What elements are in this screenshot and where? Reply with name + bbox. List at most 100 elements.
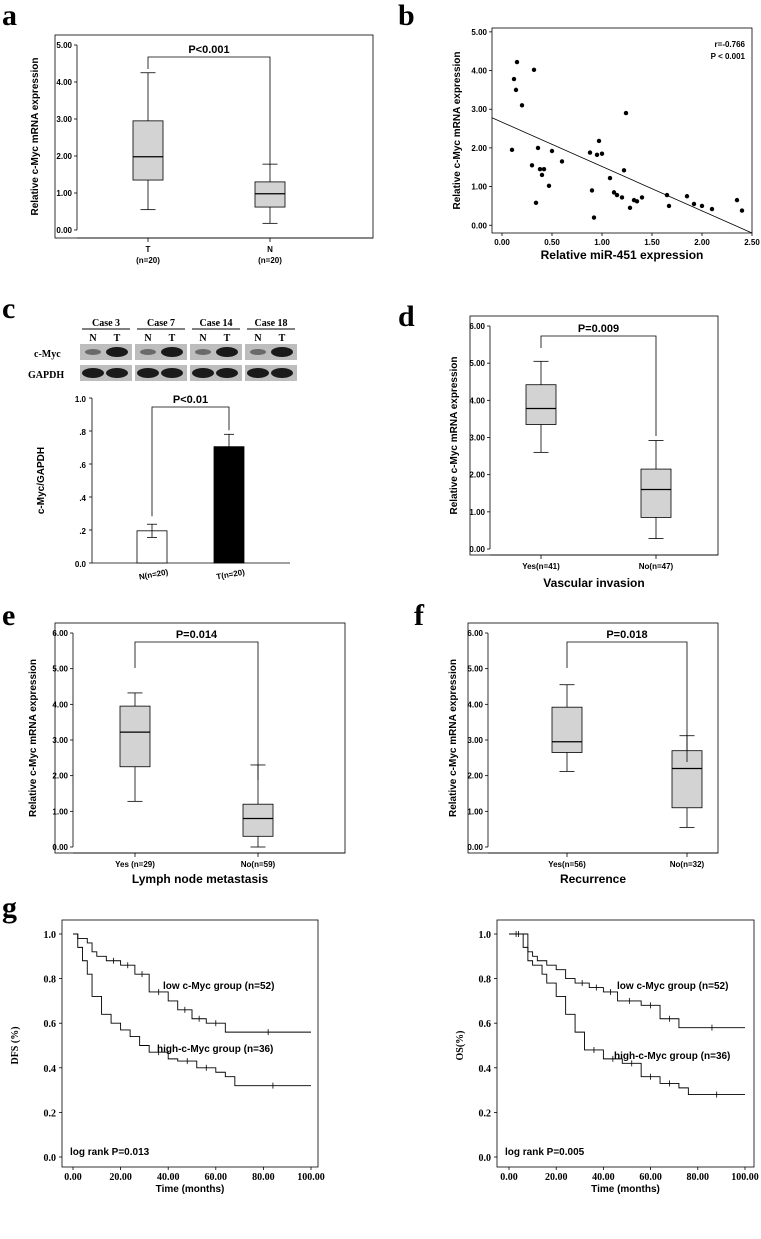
p-value-annotation: P=0.009 (578, 323, 619, 335)
scatter-point (639, 195, 645, 200)
significance-bracket (151, 406, 230, 517)
x-axis-label: Time (months) (156, 1184, 225, 1195)
scatter-point (587, 150, 593, 155)
scatter-point (623, 110, 629, 116)
y-tick-label: 0.4 (44, 1064, 57, 1075)
correlation-p: P < 0.001 (711, 52, 746, 61)
plot-frame (54, 622, 346, 854)
bar (213, 446, 245, 564)
panel-label-d: d (398, 300, 415, 333)
series-label: low c-Myc group (n=52) (163, 981, 274, 992)
y-tick-label: 0.6 (479, 1019, 492, 1030)
correlation-r: r=-0.766 (715, 40, 746, 49)
blot-band-gapdh-n (192, 368, 214, 378)
significance-bracket (134, 641, 259, 780)
y-tick-label: 0.8 (44, 975, 57, 986)
box-iqr (242, 803, 274, 837)
scatter-point (539, 172, 545, 178)
scatter-point (531, 67, 537, 72)
panel-label-b: b (398, 0, 415, 32)
y-axis-label: Relative c-Myc mRNA expression (28, 659, 39, 817)
y-tick-label: 2.00 (467, 772, 483, 781)
scatter-point (509, 147, 515, 153)
x-tick-label: 1.50 (644, 238, 660, 247)
y-tick-label: 0.4 (479, 1064, 492, 1075)
x-tick-label: Yes(n=41) (522, 562, 560, 571)
blot-band-cmyc-t (161, 347, 183, 357)
panel-label-g: g (2, 891, 17, 924)
y-tick-label: 2.00 (471, 144, 487, 153)
y-tick-label: 6.00 (52, 629, 68, 638)
chart-g-dfs-km: 0.0 0.2 0.4 0.6 0.8 1.0 0.00 20.00 40.00 60.00 80.… (10, 919, 325, 1195)
x-tick-label: T (146, 245, 151, 254)
y-tick-label: 0.2 (44, 1108, 57, 1119)
chart-e-boxplot: 0.00 1.00 2.00 3.00 4.00 5.00 6.00 Relative c-M… (28, 622, 346, 886)
x-axis-label: Vascular invasion (543, 576, 644, 590)
plot-frame (469, 315, 719, 556)
x-tick-label: 60.00 (639, 1172, 662, 1183)
y-tick-label: .2 (79, 527, 86, 536)
series-label: high-c-Myc group (n=36) (157, 1044, 273, 1055)
y-tick-label: 0.00 (56, 226, 72, 235)
box-iqr (254, 181, 286, 208)
y-tick-label: 1.00 (469, 508, 485, 517)
x-tick-label: 20.00 (545, 1172, 568, 1183)
blot-lane-label: N (89, 333, 97, 344)
x-tick-label: Yes(n=56) (548, 860, 586, 869)
y-tick-label: 0.6 (44, 1019, 57, 1030)
panel-label-e: e (2, 599, 15, 632)
scatter-point (511, 76, 517, 82)
y-tick-label: 0.0 (479, 1153, 492, 1164)
series-label: low c-Myc group (n=52) (617, 981, 728, 992)
log-rank-annotation: log rank P=0.013 (70, 1147, 150, 1158)
plot-frame (54, 34, 374, 239)
chart-a-boxplot: 0.00 1.00 2.00 3.00 4.00 5.00 Relative c-Myc m… (30, 34, 374, 265)
x-tick-label: 60.00 (205, 1172, 228, 1183)
x-tick-label: 0.00 (494, 238, 510, 247)
x-axis-label: Lymph node metastasis (132, 872, 269, 886)
y-tick-label: 1.00 (467, 807, 483, 816)
km-curve (73, 933, 311, 1087)
box-iqr (119, 705, 151, 768)
box-iqr (640, 468, 672, 518)
p-value-annotation: P<0.001 (188, 44, 229, 56)
x-tick-label: 100.00 (297, 1172, 325, 1183)
scatter-point (549, 148, 555, 154)
panel-label-f: f (414, 599, 425, 632)
scatter-point (607, 175, 613, 181)
x-tick-label: 100.00 (731, 1172, 759, 1183)
blot-case-label: Case 3 (92, 318, 120, 329)
y-tick-label: 5.00 (52, 665, 68, 674)
blot-band-gapdh-t (106, 368, 128, 378)
y-tick-label: 0.0 (44, 1153, 57, 1164)
x-tick-label: No(n=47) (639, 562, 674, 571)
scatter-point (699, 203, 705, 209)
x-axis-label: Recurrence (560, 872, 626, 886)
scatter-point (589, 188, 595, 193)
blot-band-gapdh-n (247, 368, 269, 378)
y-tick-label: 2.00 (469, 471, 485, 480)
scatter-point (709, 206, 715, 212)
chart-c-western-bar: Case 3 N T Case 7 N T Case 14 N T Case 18 N Tc-Myc G… (28, 318, 297, 582)
box-iqr (132, 120, 164, 181)
y-tick-label: 1.00 (471, 183, 487, 192)
blot-lane-label: T (224, 333, 231, 344)
x-tick-label: N (267, 245, 273, 254)
blot-band-gapdh-t (161, 368, 183, 378)
scatter-point (591, 215, 597, 220)
box-iqr (525, 384, 557, 425)
y-tick-label: 4.00 (469, 396, 485, 405)
y-tick-label: 3.00 (52, 736, 68, 745)
y-axis-label: Relative c-Myc mRNA expression (30, 57, 41, 215)
x-tick-label: 2.50 (744, 238, 760, 247)
y-tick-label: 3.00 (467, 736, 483, 745)
x-axis-label: Time (months) (591, 1184, 660, 1195)
y-tick-label: 4.00 (467, 700, 483, 709)
km-curve (509, 933, 745, 1096)
scatter-point (666, 203, 672, 209)
y-axis-label: OS(%) (455, 1031, 466, 1061)
blot-band-cmyc-n (250, 349, 266, 355)
x-tick-label: 0.00 (500, 1172, 518, 1183)
scatter-point (533, 200, 539, 206)
